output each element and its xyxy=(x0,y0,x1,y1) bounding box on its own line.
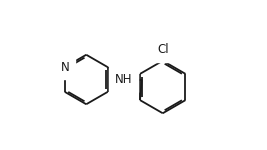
Text: Cl: Cl xyxy=(157,43,168,56)
Text: NH: NH xyxy=(115,73,132,86)
Text: N: N xyxy=(60,61,69,74)
